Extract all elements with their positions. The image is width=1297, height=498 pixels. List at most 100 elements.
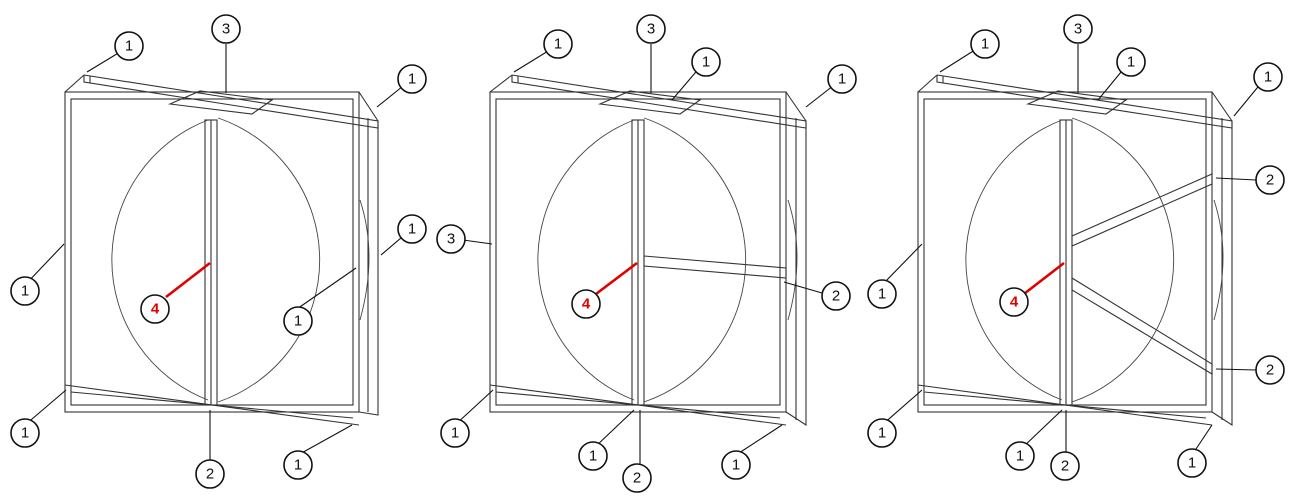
svg-text:2: 2 (1061, 458, 1069, 475)
rotor-wheel-right-half (643, 117, 747, 403)
svg-text:1: 1 (294, 313, 302, 330)
leader-line (1233, 81, 1263, 117)
callout-bubble: 2 (821, 281, 851, 311)
leader-line (783, 281, 823, 294)
svg-text:1: 1 (589, 448, 597, 465)
svg-text:3: 3 (447, 231, 455, 248)
callout-bubble: 1 (578, 441, 608, 471)
svg-text:1: 1 (21, 425, 29, 442)
svg-text:1: 1 (451, 425, 459, 442)
diagram-3 (881, 44, 1263, 466)
rotor-wheel-edge (359, 199, 370, 321)
callout-bubble: 1 (283, 450, 313, 480)
svg-text:1: 1 (732, 457, 740, 474)
callout-bubble: 1 (10, 276, 40, 306)
callout-bubble: 1 (440, 418, 470, 448)
svg-text:3: 3 (1074, 21, 1082, 38)
svg-text:1: 1 (878, 425, 886, 442)
callout-bubble: 2 (622, 463, 652, 493)
callout-bubble: 1 (1116, 47, 1146, 77)
callout-bubble: 1 (397, 214, 427, 244)
leader-line (454, 389, 494, 426)
leader-line-highlight (1019, 261, 1065, 299)
svg-text:4: 4 (582, 296, 591, 313)
callout-bubble: 1 (10, 418, 40, 448)
leader-line-highlight (591, 261, 638, 299)
leader-line (593, 409, 635, 449)
callout-bubble: 1 (867, 279, 897, 309)
callout-bubble: 1 (691, 47, 721, 77)
svg-text:1: 1 (408, 71, 416, 88)
leader-line-highlight (165, 261, 211, 299)
callout-bubble: 3 (211, 14, 241, 44)
svg-text:1: 1 (878, 286, 886, 303)
rotor-wheel-edge (1213, 199, 1224, 321)
callout-bubble: 1 (397, 64, 427, 94)
callout-bubble: 1 (970, 29, 1000, 59)
leader-line (1215, 368, 1257, 371)
leader-line (1021, 409, 1063, 449)
callout-bubble: 2 (195, 459, 225, 489)
callout-bubble: 1 (827, 64, 857, 94)
svg-text:1: 1 (981, 36, 989, 53)
leader-line (881, 389, 923, 426)
svg-text:1: 1 (702, 54, 710, 71)
cassette-frame-3 (917, 74, 1233, 427)
callout-bubble: 1 (1177, 448, 1207, 478)
callout-bubble: 1 (1005, 441, 1035, 471)
leader-line (1215, 177, 1257, 181)
callout-bubble: 1 (543, 29, 573, 59)
callout-bubble: 3 (1063, 14, 1093, 44)
svg-text:1: 1 (125, 38, 133, 55)
svg-text:3: 3 (222, 21, 230, 38)
svg-text:4: 4 (151, 301, 160, 318)
svg-text:1: 1 (554, 36, 562, 53)
leader-line (881, 243, 923, 286)
rotor-wheel-left-half (111, 119, 209, 401)
svg-text:2: 2 (1266, 362, 1274, 379)
svg-text:1: 1 (838, 71, 846, 88)
callout-bubble: 2 (1255, 355, 1285, 385)
svg-text:1: 1 (1016, 448, 1024, 465)
callout-bubble-highlight: 4 (571, 289, 601, 319)
svg-text:1: 1 (1188, 455, 1196, 472)
svg-text:3: 3 (647, 21, 655, 38)
svg-text:1: 1 (294, 457, 302, 474)
svg-text:1: 1 (21, 283, 29, 300)
callout-bubble: 1 (867, 418, 897, 448)
rotor-wheel-left-half (965, 119, 1063, 401)
leader-line (297, 424, 353, 456)
callout-bubble: 3 (636, 14, 666, 44)
callout-bubble: 1 (283, 306, 313, 336)
diagram-2 (454, 44, 839, 466)
callout-bubble: 1 (114, 31, 144, 61)
callout-bubble: 3 (436, 224, 466, 254)
diagram-1 (24, 44, 409, 462)
callout-bubble: 2 (1050, 451, 1080, 481)
leader-line (939, 47, 979, 73)
svg-text:4: 4 (1010, 294, 1019, 311)
callout-bubble: 2 (1255, 165, 1285, 195)
callout-bubble: 1 (1253, 62, 1283, 92)
svg-text:2: 2 (206, 466, 214, 483)
svg-text:2: 2 (633, 470, 641, 487)
rotor-wheel-right-half (1071, 117, 1175, 403)
rotor-wheel-right-half (217, 117, 321, 403)
callout-bubble: 1 (721, 450, 751, 480)
svg-text:2: 2 (832, 288, 840, 305)
rotor-wheel-edge (787, 199, 798, 321)
svg-text:2: 2 (1266, 172, 1274, 189)
svg-text:1: 1 (408, 221, 416, 238)
callout-bubble-highlight: 4 (999, 287, 1029, 317)
rotor-wheel-left-half (537, 119, 635, 401)
svg-text:1: 1 (1127, 54, 1135, 71)
leader-line (293, 267, 357, 312)
callout-bubble-highlight: 4 (140, 294, 170, 324)
leader-line (735, 424, 783, 456)
cassette-frame-2 (489, 74, 807, 427)
svg-text:1: 1 (1264, 69, 1272, 86)
leader-line (24, 389, 67, 426)
leader-line (462, 239, 493, 245)
cassette-frame-1 (64, 74, 379, 426)
